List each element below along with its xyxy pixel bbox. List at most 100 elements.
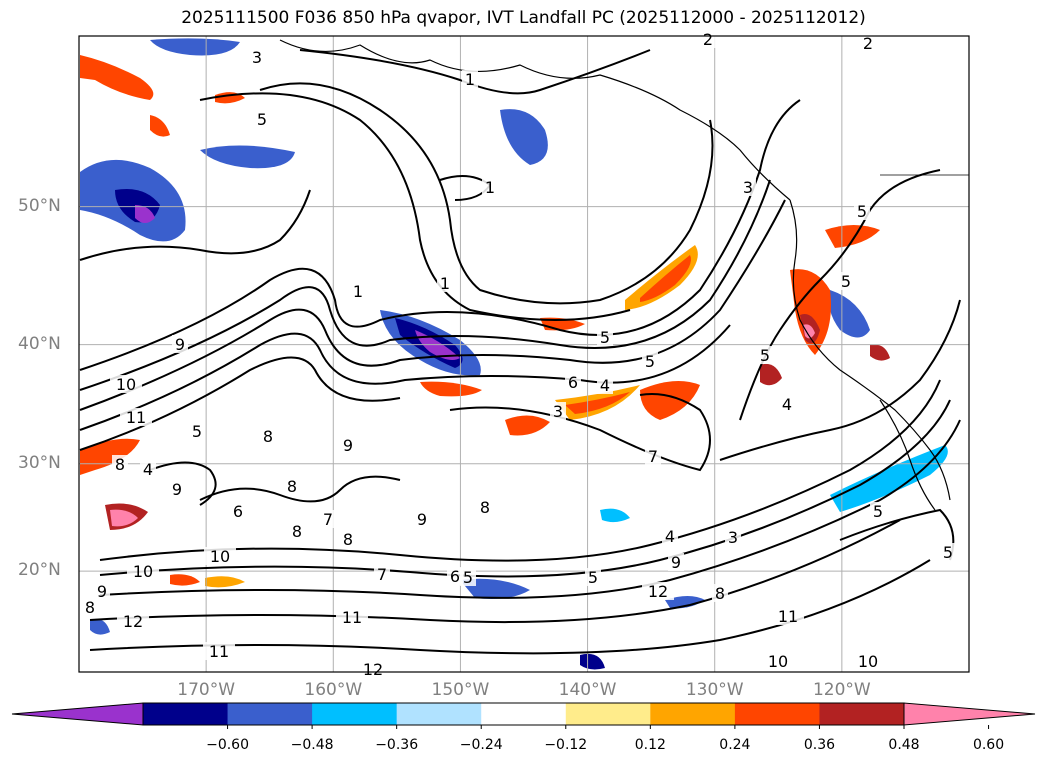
contour-label: 6 (450, 567, 460, 586)
contour-label-bg (597, 328, 613, 346)
neg-patch-north (150, 38, 240, 56)
coastlines (279, 39, 969, 511)
contour-label: 6 (568, 373, 578, 392)
contour-label-bg (320, 510, 336, 528)
contour-line (199, 92, 631, 321)
contour-label: 8 (85, 598, 95, 617)
coastline-west-coast (789, 199, 951, 501)
pos-patch-center (420, 381, 482, 397)
neg-patch-se2 (460, 578, 530, 599)
contour-label-bg (120, 408, 152, 426)
contour-label: 1 (485, 178, 495, 197)
contour-label-bg (740, 178, 756, 196)
contour-line (839, 508, 955, 561)
contour-line (89, 559, 931, 655)
contour-line (199, 475, 401, 503)
colorbar-tick-label: −0.36 (375, 737, 419, 753)
contour-label: 5 (192, 422, 202, 441)
contour-line (99, 379, 941, 562)
pos-patch-mid2-core (640, 255, 691, 302)
contour-label: 1 (440, 274, 450, 293)
contour-label-bg (437, 274, 453, 292)
colorbar-tick-label: 0.12 (634, 737, 666, 753)
contour-label: 9 (417, 510, 427, 529)
contour-line (89, 519, 901, 624)
contour-label-bg (140, 460, 156, 478)
contour-label-bg (597, 376, 613, 394)
contour-label: 7 (323, 510, 333, 529)
colorbar-tick-label: 0.24 (719, 737, 751, 753)
contour-label: 8 (343, 530, 353, 549)
neg-patch-nw2 (200, 145, 295, 169)
colorbar-tick-label: 0.48 (888, 737, 920, 753)
contour-label: 8 (715, 584, 725, 603)
contour-line (719, 299, 961, 461)
contour-label: 5 (873, 502, 883, 521)
contour-label: 11 (342, 608, 362, 627)
contour-label: 9 (175, 335, 185, 354)
contour-label-bg (838, 272, 854, 290)
contour-label: 9 (172, 480, 182, 499)
contour-label-bg (414, 510, 430, 528)
longitude-label: 160°W (304, 680, 363, 700)
contour-label: 11 (209, 642, 229, 661)
contour-line (259, 82, 714, 305)
contour-label: 10 (210, 547, 230, 566)
contour-label-bg (94, 582, 110, 600)
neg-patch-coast (828, 290, 870, 338)
contour-label-bg (854, 202, 870, 220)
longitude-label: 150°W (431, 680, 490, 700)
contour-label-bg (762, 652, 794, 670)
latitude-label: 50°N (18, 195, 61, 216)
contour-label: 4 (143, 460, 153, 479)
contour-label-bg (357, 660, 389, 678)
contour-line (299, 49, 651, 95)
contour-label-bg (460, 568, 476, 586)
neg-patch-s3 (600, 508, 630, 523)
pos-patch-mid2 (625, 245, 698, 310)
ivt-contours (79, 49, 961, 655)
contour-label: 5 (600, 328, 610, 347)
contour-label: 12 (363, 660, 383, 679)
contour-label-bg (645, 447, 661, 465)
contour-label: 7 (377, 565, 387, 584)
contour-line (79, 199, 786, 411)
contour-label-bg (779, 395, 795, 413)
contour-label: 11 (778, 607, 798, 626)
contour-label-bg (642, 582, 674, 600)
pos-patch-coast2 (825, 225, 880, 248)
pos-patch-mid4-core (565, 392, 630, 414)
contour-label-bg (204, 547, 236, 565)
contour-label: 5 (257, 110, 267, 129)
contour-label-bg (860, 34, 876, 52)
colorbar-segment (734, 703, 820, 725)
contour-label: 1 (353, 282, 363, 301)
colorbar-extend-min (11, 702, 144, 726)
pos-patch-w1 (80, 438, 140, 475)
contour-label-bg (374, 565, 390, 583)
contour-label-bg (662, 527, 678, 545)
contour-label-bg (852, 652, 884, 670)
colorbar-frame (142, 702, 905, 726)
contour-label: 3 (252, 48, 262, 67)
colorbar-segment (312, 703, 398, 725)
contour-label: 5 (463, 568, 473, 587)
contour-label-bg (289, 522, 305, 540)
latitude-label: 30°N (18, 452, 61, 473)
contour-label: 8 (263, 427, 273, 446)
contour-label-bg (260, 427, 276, 445)
contour-label: 3 (728, 528, 738, 547)
contour-label: 8 (287, 477, 297, 496)
contour-label-bg (447, 567, 463, 585)
map-title: 2025111500 F036 850 hPa qvapor, IVT Land… (181, 8, 866, 28)
contour-label: 10 (133, 562, 153, 581)
contour-label-bg (725, 528, 741, 546)
contour-label: 1 (465, 70, 475, 89)
colorbar-tick-label: −0.48 (290, 737, 334, 753)
contour-line (79, 99, 801, 371)
contour-label-bg (462, 70, 478, 88)
colorbar-segment (481, 703, 567, 725)
contour-line (99, 399, 951, 578)
neg-patch-gulf (500, 109, 548, 165)
